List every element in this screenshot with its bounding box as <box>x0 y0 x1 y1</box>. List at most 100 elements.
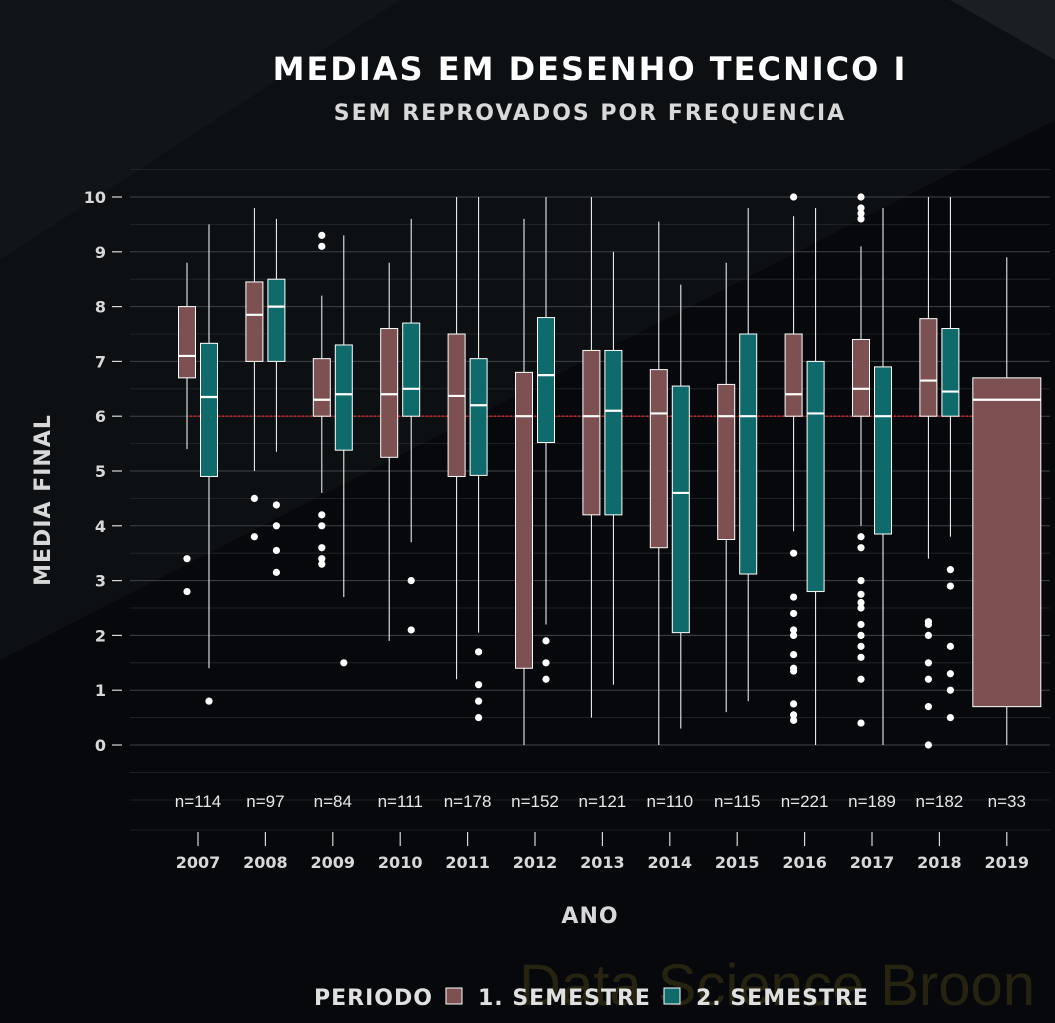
outlier-point <box>857 653 865 661</box>
box-iqr <box>537 317 555 444</box>
y-tick-label: 0 <box>95 736 106 755</box>
y-axis: 0 1 2 3 4 5 6 7 8 9 10 <box>84 188 122 755</box>
legend: PERIODO 1. SEMESTRE 2. SEMESTRE <box>314 986 868 1011</box>
legend-swatch-s2 <box>663 987 681 1005</box>
outlier-point <box>250 494 258 502</box>
box-2009-2 <box>334 235 353 667</box>
legend-label-s1: 1. SEMESTRE <box>478 986 651 1011</box>
outlier-point <box>272 522 280 530</box>
box-2007-2 <box>200 224 218 705</box>
x-tick-label: 2015 <box>715 853 760 872</box>
count-label: n=115 <box>714 792 760 811</box>
watermark: Data Science Broon <box>519 953 1035 1018</box>
box-iqr <box>874 366 892 535</box>
outlier-point <box>318 555 326 563</box>
outlier-point <box>946 670 955 678</box>
outlier-point <box>542 675 550 683</box>
box-iqr <box>200 342 218 477</box>
box-iqr <box>784 333 803 417</box>
outlier-point <box>857 598 865 607</box>
x-tick-label: 2009 <box>311 853 356 872</box>
chart-title: MEDIAS EM DESENHO TECNICO I <box>273 50 908 88</box>
box-2008-2 <box>267 218 286 576</box>
outlier-point <box>790 193 798 201</box>
box-iqr <box>515 371 533 669</box>
outlier-point <box>340 659 348 667</box>
outlier-point <box>946 582 955 590</box>
x-tick-label: 2014 <box>648 853 693 872</box>
box-iqr <box>604 349 623 516</box>
legend-title: PERIODO <box>314 986 433 1011</box>
box-2014-1 <box>649 221 668 745</box>
box-2012-1 <box>515 218 533 745</box>
box-iqr <box>739 333 758 575</box>
x-tick-label: 2008 <box>243 853 288 872</box>
outlier-point <box>183 587 191 596</box>
x-tick-label: 2010 <box>378 853 423 872</box>
outlier-point <box>272 546 280 555</box>
outlier-point <box>857 544 865 552</box>
outlier-point <box>318 231 326 239</box>
count-label: n=221 <box>781 792 829 811</box>
box-2015-1 <box>717 262 736 713</box>
x-tick-label: 2018 <box>917 853 962 872</box>
chart-subtitle: SEM REPROVADOS POR FREQUENCIA <box>334 101 846 126</box>
x-tick-label: 2007 <box>176 853 221 872</box>
count-label: n=33 <box>988 792 1026 811</box>
box-iqr <box>402 322 421 417</box>
outlier-point <box>924 741 933 749</box>
y-axis-title: MEDIA FINAL <box>31 414 56 586</box>
box-2011-1 <box>447 197 466 680</box>
outlier-point <box>924 620 933 629</box>
outlier-point <box>946 642 955 650</box>
box-2008-1 <box>245 207 264 541</box>
outlier-point <box>475 681 483 689</box>
box-2017-1 <box>852 193 870 727</box>
count-label: n=178 <box>444 792 492 811</box>
outlier-point <box>542 637 550 645</box>
count-label: n=121 <box>579 792 627 811</box>
outlier-point <box>924 631 933 640</box>
outlier-point <box>924 703 933 711</box>
box-2009-1 <box>312 231 331 568</box>
count-label: n=97 <box>246 792 284 811</box>
outlier-point <box>946 566 955 574</box>
outlier-point <box>790 626 798 634</box>
count-label: n=182 <box>916 792 964 811</box>
outlier-point <box>475 648 483 656</box>
outlier-point <box>857 719 865 727</box>
y-tick-label: 4 <box>95 517 106 536</box>
outlier-point <box>857 533 865 541</box>
outlier-point <box>790 667 798 675</box>
y-tick-label: 9 <box>95 243 106 262</box>
outlier-point <box>318 242 326 250</box>
box-2016-2 <box>806 207 825 745</box>
box-iqr <box>649 369 668 549</box>
box-2013-1 <box>582 197 601 718</box>
x-axis: 2007 2008 2009 2010 2011 2012 2013 2014 2015 2016… <box>176 832 1029 872</box>
outlier-point <box>318 511 326 519</box>
box-iqr <box>178 306 196 379</box>
box-iqr <box>380 328 399 458</box>
box-2007-1 <box>178 262 196 596</box>
boxes <box>178 193 1042 749</box>
box-iqr <box>806 360 825 593</box>
box-2016-1 <box>784 193 803 724</box>
y-tick-label: 6 <box>95 407 106 426</box>
outlier-point <box>205 697 213 705</box>
outlier-point <box>407 577 415 585</box>
legend-swatch-s1 <box>445 987 463 1005</box>
outlier-point <box>407 626 415 634</box>
box-iqr <box>469 358 488 476</box>
y-tick-label: 5 <box>95 462 106 481</box>
y-tick-label: 3 <box>95 572 106 591</box>
box-2012-2 <box>537 197 555 683</box>
box-2010-1 <box>380 262 399 641</box>
box-2017-2 <box>874 207 892 745</box>
outlier-point <box>924 659 933 667</box>
outlier-point <box>475 697 483 705</box>
box-iqr <box>267 278 286 362</box>
y-tick-label: 8 <box>95 298 106 317</box>
box-iqr <box>972 377 1042 708</box>
